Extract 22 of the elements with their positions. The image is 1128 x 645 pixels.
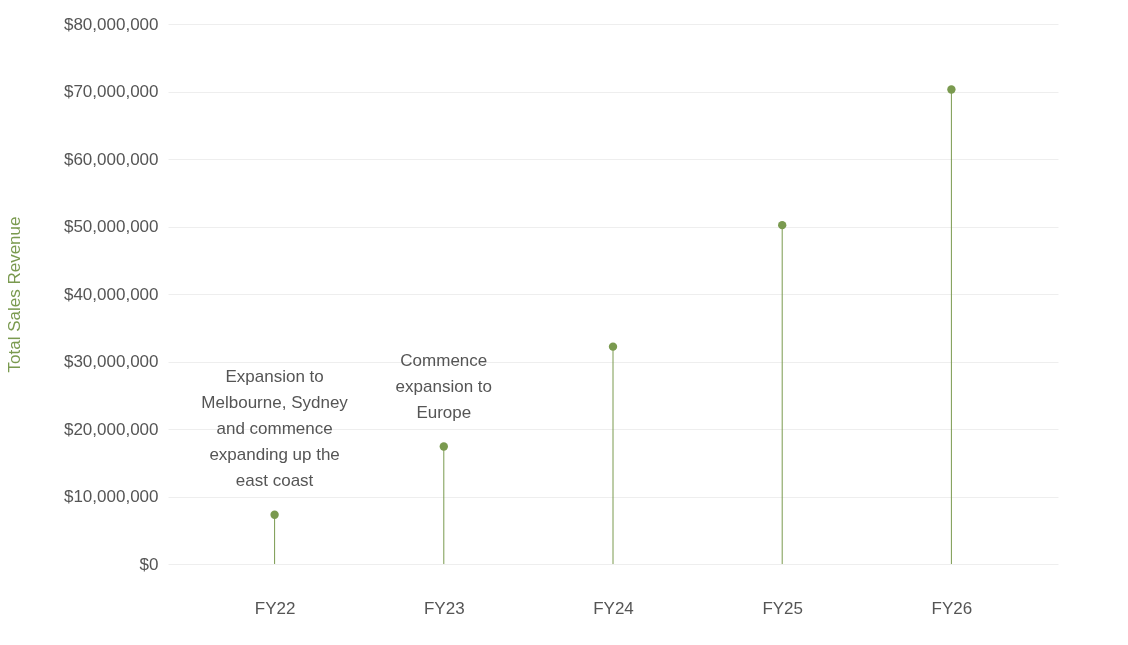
point: [608, 342, 618, 351]
point: [439, 442, 448, 451]
y-tick-label: $70,000,000: [63, 82, 159, 101]
y-tick-label: $40,000,000: [63, 284, 159, 304]
annotation: Expansion to Melbourne, Sydney and commence expanding up the east coast: [201, 366, 349, 490]
point: [270, 510, 279, 519]
y-tick-label: $10,000,000: [63, 487, 159, 506]
x-tick-label: FY25: [762, 598, 804, 618]
x-tick-label: FY24: [593, 598, 634, 618]
annotation: Commence expansion to Europe: [395, 350, 492, 422]
y-axis-title: Total Sales Revenue: [4, 216, 24, 373]
x-tick-label: FY23: [423, 598, 465, 618]
y-tick-label: $60,000,000: [63, 149, 159, 169]
point: [947, 85, 956, 94]
y-tick-label: $20,000,000: [63, 419, 159, 439]
y-tick-label: $80,000,000: [63, 14, 159, 34]
y-tick-label: $50,000,000: [63, 217, 159, 236]
y-tick-label: $30,000,000: [63, 352, 159, 371]
x-tick-label: FY26: [931, 598, 973, 618]
point: [778, 220, 787, 230]
x-tick-label: FY22: [254, 598, 296, 618]
y-tick-label: $0: [139, 554, 159, 574]
